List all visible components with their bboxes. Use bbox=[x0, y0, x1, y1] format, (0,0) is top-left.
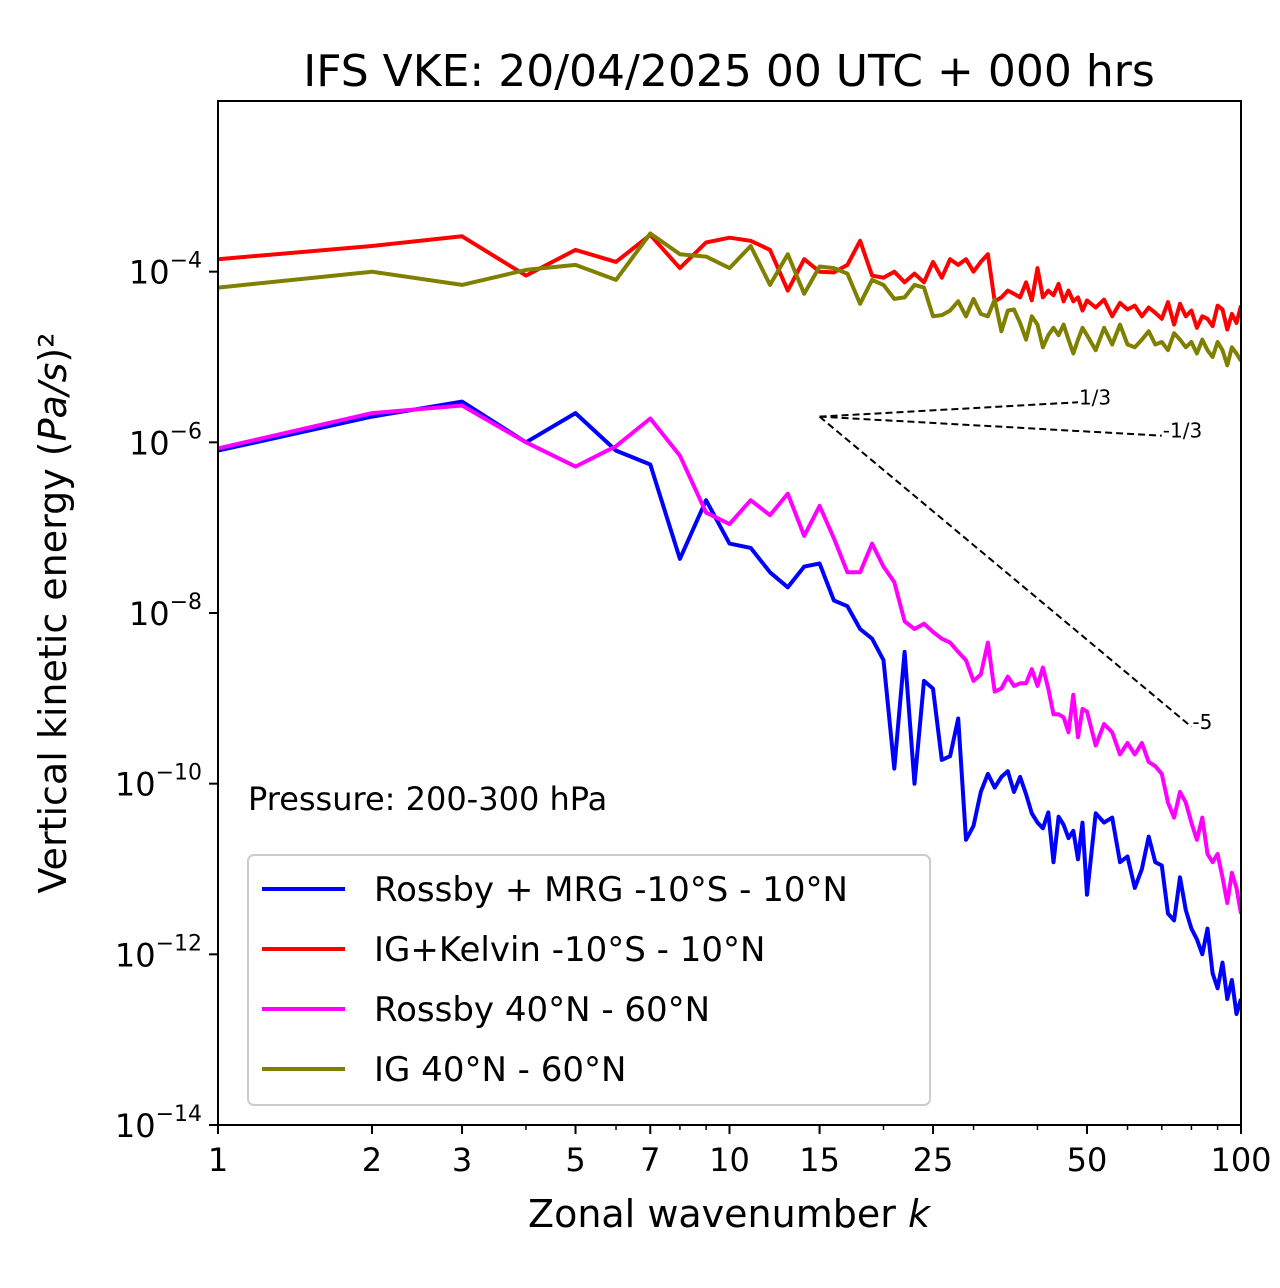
pressure-annotation: Pressure: 200-300 hPa bbox=[248, 780, 607, 818]
reference-slope-line-1 bbox=[819, 415, 1162, 437]
reference-slopes: 1/3 -1/3 -5 bbox=[818, 385, 1212, 734]
reference-slope-label-1: -1/3 bbox=[1163, 419, 1202, 443]
x-axis: 1 2 3 5 7 10 15 25 50 100 bbox=[208, 1125, 1272, 1179]
legend: Rossby + MRG -10°S - 10°N IG+Kelvin -10°S… bbox=[247, 854, 931, 1106]
series-line-0 bbox=[218, 399, 1241, 1016]
legend-frame bbox=[247, 854, 931, 1106]
legend-label-3: IG 40°N - 60°N bbox=[374, 1050, 626, 1090]
x-tick-label: 2 bbox=[362, 1141, 382, 1179]
x-tick-label: 5 bbox=[565, 1141, 585, 1179]
series-line-1 bbox=[218, 232, 1241, 332]
reference-slope-label-2: -5 bbox=[1192, 710, 1212, 734]
legend-label-2: Rossby 40°N - 60°N bbox=[374, 990, 710, 1030]
y-axis-label: Vertical kinetic energy (Pa/s)² bbox=[31, 333, 75, 894]
reference-slope-line-0 bbox=[819, 401, 1079, 418]
legend-label-1: IG+Kelvin -10°S - 10°N bbox=[374, 930, 765, 970]
reference-slope-label-0: 1/3 bbox=[1079, 385, 1111, 409]
x-tick-label: 10 bbox=[709, 1141, 750, 1179]
x-tick-label: 7 bbox=[640, 1141, 660, 1179]
x-axis-label: Zonal wavenumber k bbox=[528, 1192, 932, 1236]
series-line-2 bbox=[218, 403, 1241, 914]
chart-title: IFS VKE: 20/04/2025 00 UTC + 000 hrs bbox=[303, 46, 1155, 97]
x-tick-label: 25 bbox=[913, 1141, 954, 1179]
series-lines bbox=[218, 231, 1241, 1016]
x-tick-label: 15 bbox=[799, 1141, 840, 1179]
x-tick-label: 3 bbox=[452, 1141, 472, 1179]
x-tick-label: 1 bbox=[208, 1141, 228, 1179]
x-tick-label: 50 bbox=[1067, 1141, 1108, 1179]
legend-label-0: Rossby + MRG -10°S - 10°N bbox=[374, 870, 848, 910]
x-tick-label: 100 bbox=[1210, 1141, 1271, 1179]
reference-slope-line-2 bbox=[818, 415, 1193, 728]
series-line-3 bbox=[218, 231, 1241, 368]
